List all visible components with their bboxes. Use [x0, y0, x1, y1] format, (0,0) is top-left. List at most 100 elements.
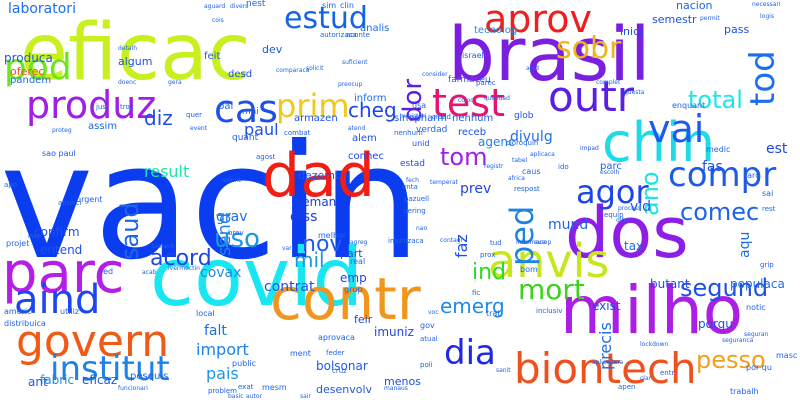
word-imunizaca-177: imunizaca	[388, 237, 424, 245]
word-sinopharm-79: sinopharm	[394, 113, 447, 124]
word-result-47: result	[144, 162, 190, 181]
word-vacin-0: vacin	[0, 111, 422, 295]
word-cruz-171: cruz	[332, 367, 347, 375]
word-inep-229: inep	[28, 233, 41, 240]
word-receb-76: receb	[458, 127, 487, 138]
word-ministeri-184: ministeri	[400, 113, 427, 120]
word-vid-88: vid	[630, 199, 652, 215]
word-melhor-137: melhor	[318, 231, 347, 240]
word-informaca-198: informaca	[516, 239, 547, 246]
word-gov-129: gov	[420, 321, 435, 330]
word-public-131: public	[232, 359, 257, 368]
word-anvis-10: anvis	[488, 234, 610, 288]
word-nao-192: nao	[416, 225, 428, 232]
word-prim-24: prim	[276, 87, 350, 125]
word-saud-32: saud	[116, 202, 144, 260]
word-diz-44: diz	[144, 106, 173, 130]
word-falt-53: falt	[204, 323, 227, 339]
word-algum-69: algum	[118, 55, 153, 68]
word-institut-19: institut	[50, 349, 170, 389]
word-aprovaca-130: aprovaca	[318, 333, 355, 342]
word-ant-104: ant	[28, 375, 48, 389]
word-grav-56: grav	[216, 209, 248, 225]
word-gera-211: gera	[168, 79, 182, 86]
word-boa-238: boa	[612, 359, 624, 366]
word-preocup-208: preocup	[338, 81, 363, 88]
word-americ-134: americ	[4, 307, 32, 316]
word-tud-233: tud	[490, 239, 502, 247]
word-respost-197: respost	[514, 185, 540, 193]
word-populaca-100: populaca	[730, 277, 785, 291]
word-inici-73: inici	[620, 25, 643, 38]
word-tabel-204: tabel	[512, 157, 528, 164]
word-utiliz-135: utiliz	[60, 307, 80, 316]
word-laboratori-65: laboratori	[8, 1, 76, 17]
word-ido-205: ido	[558, 163, 569, 171]
word-por-qu-145: por qu	[746, 363, 772, 372]
word-suficient-206: suficient	[342, 59, 368, 66]
word-parc-8: parc	[2, 241, 125, 306]
word-govern-12: govern	[16, 316, 170, 367]
word-red-136: red	[100, 267, 114, 276]
word-notic-141: notic	[746, 303, 766, 312]
word-pesquis-105: pesquis	[130, 371, 169, 382]
word-temperat-202: temperat	[430, 179, 458, 186]
word-exat-170: exat	[238, 383, 254, 391]
word-butant-98: butant	[650, 277, 690, 291]
word-tax-89: tax	[624, 239, 644, 253]
word-covax-55: covax	[200, 265, 242, 281]
word-imuniz-96: imuniz	[374, 325, 414, 339]
word-milho-4: milho	[560, 272, 744, 349]
word-just-153: just	[96, 103, 109, 111]
word-feir-95: feir	[354, 313, 373, 326]
word-solicit-218: solicit	[306, 65, 324, 72]
word-pod-23: pod	[4, 47, 72, 88]
word-enquant-151: enquant	[672, 101, 706, 110]
word-entend-91: entend	[40, 243, 83, 257]
word-fic-234: fic	[472, 289, 481, 297]
word-sanit-236: sanit	[496, 367, 511, 374]
word-clin-120: clin	[340, 1, 354, 10]
word-africa-193: africa	[508, 175, 525, 182]
word-eficac-2: eficac	[20, 8, 251, 98]
word-clar-166: clar	[640, 375, 652, 382]
word-usa-116: usa	[412, 101, 427, 110]
word-bom-139: bom	[520, 265, 538, 274]
word-emerg-41: emerg	[440, 294, 505, 318]
word-vai-18: vai	[648, 107, 705, 151]
word-import-49: import	[196, 340, 249, 359]
word-paul-48: paul	[244, 120, 279, 139]
word-ivermectin-226: ivermectin	[168, 265, 200, 272]
word-entr-164: entr	[660, 369, 675, 377]
word-nest-117: nest	[246, 0, 266, 9]
word-mai-123: mai	[242, 107, 259, 117]
word-nov-43: nov	[302, 232, 343, 257]
word-projet-126: projet	[6, 239, 30, 248]
word-tecnolog-74: tecnolog	[474, 25, 518, 36]
word-divers-213: divers	[230, 3, 249, 10]
word-outr-17: outr	[548, 72, 635, 121]
word-dia-25: dia	[444, 333, 496, 373]
word-necessari-148: necessari	[752, 1, 781, 8]
word-desd-110: desd	[228, 69, 253, 80]
word-israel-121: israel	[462, 51, 484, 60]
word-aplicaca-240: aplicaca	[592, 359, 617, 366]
word-pass-72: pass	[724, 23, 750, 36]
word-agreg-217: agreg	[350, 239, 368, 246]
word-parec-188: parec	[476, 79, 496, 87]
word-sobr-27: sobr	[556, 31, 622, 66]
word-aconte-186: aconte	[346, 31, 370, 39]
word-pazuell-196: pazuell	[404, 195, 430, 203]
word-quer-155: quer	[186, 111, 203, 119]
word-urgent-125: urgent	[76, 195, 103, 204]
word-sair-237: sair	[300, 393, 311, 400]
word-contr-7: contr	[270, 265, 421, 333]
word-ajud-221: ajud	[526, 65, 539, 72]
word-biontech-11: biontech	[514, 344, 697, 393]
word-voc-239: voc	[428, 309, 439, 316]
word-basic-230: basic	[228, 393, 244, 400]
word-nacion-70: nacion	[676, 0, 713, 12]
word-analis-75: analis	[360, 23, 390, 34]
word-glob-109: glob	[514, 111, 534, 121]
